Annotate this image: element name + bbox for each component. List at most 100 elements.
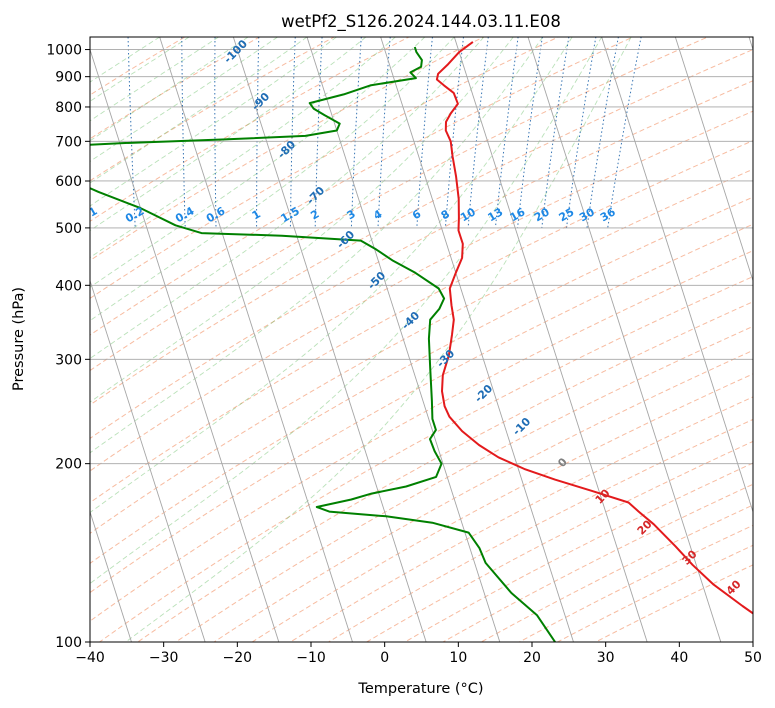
y-axis-label: Pressure (hPa) bbox=[11, 287, 27, 391]
mixing-ratio-label: 2 bbox=[308, 207, 321, 222]
dry-adiabat-label: -70 bbox=[304, 184, 327, 207]
isotherms bbox=[0, 37, 753, 642]
dry-adiabat-line bbox=[90, 37, 709, 372]
moist-adiabat-line bbox=[90, 37, 573, 514]
x-tick-label: 0 bbox=[380, 650, 389, 666]
mixing-ratio-line bbox=[127, 37, 136, 228]
mixing-ratio-label: 1 bbox=[250, 207, 263, 222]
mixing-ratio-label: 0.1 bbox=[76, 204, 99, 225]
temperature-profile-line bbox=[435, 41, 753, 615]
dry-adiabat-label: -40 bbox=[399, 309, 422, 332]
isotherm-line bbox=[90, 48, 280, 642]
moist-adiabat-line bbox=[90, 37, 308, 184]
y-tick-label: 600 bbox=[55, 174, 82, 190]
moist-adiabat-line bbox=[90, 37, 219, 122]
dry-adiabat-label: -60 bbox=[334, 228, 357, 251]
isotherm-line bbox=[90, 510, 132, 642]
x-tick-label: −30 bbox=[149, 650, 179, 666]
moist-adiabat-line bbox=[90, 37, 249, 142]
mixing-ratio-label: 13 bbox=[486, 205, 506, 224]
chart-title: wetPf2_S126.2024.144.03.11.E08 bbox=[281, 12, 561, 32]
dry-adiabat-line bbox=[90, 196, 753, 564]
moist-adiabat-line bbox=[90, 37, 190, 102]
y-axis: 1000 900 800 700 600 500 400 300 200 100 bbox=[46, 43, 90, 651]
dry-adiabat-line bbox=[90, 37, 186, 96]
dry-adiabat-line bbox=[403, 462, 753, 642]
isotherm-line bbox=[159, 37, 353, 642]
moist-adiabat-line bbox=[90, 37, 603, 585]
x-axis-label: Temperature (°C) bbox=[357, 681, 483, 697]
dry-adiabat-line bbox=[90, 37, 485, 262]
dry-adiabat-line bbox=[136, 301, 753, 642]
isotherm-line bbox=[0, 37, 58, 642]
mixing-ratio-line bbox=[214, 37, 217, 228]
dry-adiabat-line bbox=[90, 37, 261, 140]
isotherm-line bbox=[90, 279, 206, 642]
moist-adiabat-line bbox=[125, 37, 632, 642]
dry-adiabat-label: 10 bbox=[593, 486, 613, 506]
x-tick-label: −10 bbox=[296, 650, 326, 666]
dry-adiabat-line bbox=[90, 223, 753, 594]
x-tick-label: 30 bbox=[597, 650, 615, 666]
isobars bbox=[90, 49, 753, 642]
dry-adiabat-line bbox=[594, 564, 753, 642]
isotherm-line bbox=[601, 37, 753, 514]
mixing-ratio-label: 1.5 bbox=[278, 204, 301, 225]
dry-adiabat-line bbox=[98, 276, 753, 642]
moist-adiabat-line bbox=[90, 37, 485, 360]
moist-adiabat-line bbox=[90, 37, 514, 403]
dry-adiabat-line bbox=[90, 140, 753, 504]
mixing-ratio-line bbox=[607, 37, 642, 228]
isotherm-line bbox=[674, 37, 753, 283]
mixing-ratio-label: 36 bbox=[598, 205, 618, 224]
dry-adiabat-label: -10 bbox=[510, 415, 533, 438]
dry-adiabat-line bbox=[251, 373, 753, 642]
mixing-ratio-line bbox=[467, 37, 489, 228]
x-tick-label: 10 bbox=[449, 650, 467, 666]
x-tick-label: −40 bbox=[75, 650, 105, 666]
dry-adiabat-line bbox=[213, 349, 753, 642]
mixing-ratio-label: 6 bbox=[410, 207, 423, 222]
plot-frame bbox=[89, 36, 754, 643]
isotherm-line bbox=[232, 37, 427, 642]
isotherm-line bbox=[453, 37, 648, 642]
y-tick-label: 500 bbox=[55, 221, 82, 237]
dry-adiabat-line bbox=[90, 37, 560, 299]
mixing-ratio-label: 3 bbox=[345, 207, 358, 222]
x-tick-label: 40 bbox=[670, 650, 688, 666]
moist-adiabat-line bbox=[90, 37, 455, 322]
moist-adiabats bbox=[90, 37, 632, 642]
mixing-ratio-line bbox=[256, 37, 260, 228]
x-tick-label: 50 bbox=[744, 650, 762, 666]
dry-adiabat-line bbox=[90, 48, 753, 406]
y-tick-label: 700 bbox=[55, 134, 82, 150]
y-tick-label: 300 bbox=[55, 352, 82, 368]
dewpoint-profile-line bbox=[90, 46, 556, 642]
dry-adiabat-line bbox=[90, 168, 753, 534]
dry-adiabat-line bbox=[90, 37, 410, 222]
y-tick-label: 800 bbox=[55, 100, 82, 116]
y-tick-label: 1000 bbox=[46, 43, 82, 59]
x-tick-label: 20 bbox=[523, 650, 541, 666]
isotherm-line bbox=[306, 37, 501, 642]
mixing-ratio-label: 4 bbox=[371, 207, 384, 222]
dry-adiabat-line bbox=[327, 418, 753, 642]
moist-adiabat-line bbox=[90, 37, 396, 259]
y-tick-label: 200 bbox=[55, 457, 82, 473]
dry-adiabat-label: -100 bbox=[221, 37, 250, 66]
mixing-ratio-label: 16 bbox=[508, 205, 528, 224]
mixing-ratio-line bbox=[314, 37, 323, 228]
dry-adiabat-label: 30 bbox=[680, 547, 700, 567]
dry-adiabats bbox=[90, 37, 753, 642]
moist-adiabat-line bbox=[90, 37, 337, 207]
mixing-ratio-line bbox=[350, 37, 362, 228]
isotherm-line bbox=[380, 37, 574, 642]
mixing-ratio-line bbox=[181, 37, 186, 228]
isotherm-line bbox=[527, 37, 722, 642]
dry-adiabat-line bbox=[365, 440, 753, 642]
moist-adiabat-line bbox=[90, 37, 544, 454]
dry-adiabat-label: -50 bbox=[365, 269, 388, 292]
mixing-ratio-label: 25 bbox=[557, 205, 577, 224]
y-tick-label: 100 bbox=[55, 635, 82, 651]
